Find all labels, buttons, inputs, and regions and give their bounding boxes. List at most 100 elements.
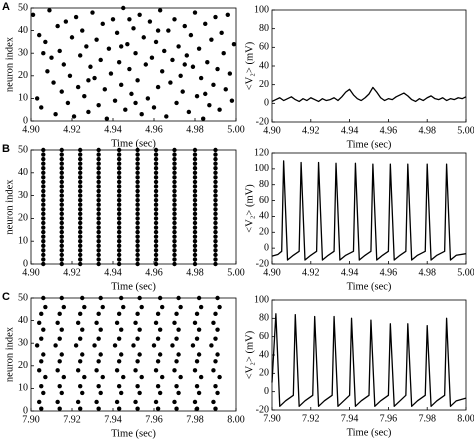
spike-dot	[174, 406, 179, 411]
spike-dot	[194, 311, 200, 317]
spike-dot	[59, 216, 64, 221]
x-tick-label: 4.96	[380, 125, 398, 136]
spike-dot	[96, 229, 101, 235]
spike-dot	[116, 60, 122, 65]
spike-dot	[78, 207, 83, 212]
spike-dot	[63, 19, 69, 24]
spike-dot	[172, 229, 177, 235]
y-tick-label: 120	[254, 147, 269, 158]
spike-dot	[75, 399, 81, 405]
spike-dot	[213, 147, 218, 153]
y-tick-label: 0	[23, 115, 28, 126]
spike-dot	[96, 152, 101, 157]
y-tick-label: 20	[18, 360, 28, 371]
spike-dot	[98, 390, 103, 396]
spike-dot	[43, 39, 48, 45]
spike-dot	[59, 175, 64, 180]
spike-dot	[59, 156, 64, 162]
spike-dot	[96, 170, 101, 175]
spike-dot	[47, 8, 52, 13]
spike-dot	[69, 35, 75, 40]
spike-dot	[37, 399, 42, 405]
x-axis-label: Time (sec)	[111, 428, 156, 439]
spike-dot	[78, 188, 83, 194]
spike-dot	[43, 374, 48, 380]
spike-dot	[176, 352, 181, 357]
spike-dot	[119, 295, 124, 301]
spike-dot	[192, 239, 198, 244]
spike-dot	[88, 64, 93, 69]
spike-dot	[192, 175, 198, 180]
spike-dot	[59, 248, 64, 253]
spike-dot	[34, 343, 40, 348]
spike-dot	[116, 197, 122, 203]
spike-dot	[116, 336, 122, 341]
spike-dot	[196, 390, 202, 396]
spike-dot	[59, 295, 64, 301]
spike-dot	[192, 147, 198, 153]
y-tick-label: 40	[259, 60, 269, 71]
spike-dot	[135, 175, 140, 180]
y-tick-label: 80	[259, 313, 269, 324]
spike-dot	[100, 21, 105, 27]
spike-dot	[178, 73, 183, 79]
spike-dot	[116, 311, 122, 317]
spike-dot	[223, 87, 228, 92]
spike-dot	[213, 188, 218, 194]
spike-dot	[57, 359, 62, 364]
spike-dot	[116, 229, 122, 235]
spike-dot	[137, 390, 142, 396]
spike-dot	[194, 359, 200, 364]
spike-dot	[41, 202, 46, 207]
spike-dot	[153, 39, 159, 45]
spike-dot	[172, 202, 177, 207]
spike-dot	[213, 234, 218, 239]
spike-dot	[59, 327, 64, 332]
spike-dot	[57, 406, 62, 411]
spike-dot	[192, 252, 198, 258]
spike-dot	[41, 161, 46, 166]
spike-dot	[125, 41, 130, 47]
spike-dot	[41, 147, 46, 153]
spike-dot	[135, 188, 140, 194]
spike-dot	[59, 197, 64, 203]
spike-dot	[135, 383, 140, 389]
spike-dot	[41, 211, 46, 217]
x-axis-label: Time (sec)	[347, 427, 392, 438]
spike-dot	[100, 304, 105, 310]
spike-dot	[153, 147, 159, 153]
spike-dot	[135, 197, 140, 203]
spike-dot	[135, 406, 140, 411]
voltage-trace	[271, 86, 467, 103]
spike-dot	[213, 156, 218, 162]
spike-dot	[86, 78, 91, 83]
spike-dot	[96, 193, 101, 198]
spike-dot	[172, 320, 177, 326]
spike-dot	[192, 152, 198, 157]
spike-dot	[39, 406, 44, 411]
spike-dot	[98, 57, 103, 63]
spike-dot	[39, 359, 44, 364]
spike-dot	[41, 390, 46, 396]
spike-dot	[194, 383, 200, 389]
spike-dot	[78, 156, 83, 162]
spike-dot	[96, 197, 101, 203]
spike-dot	[116, 220, 122, 226]
spike-dot	[182, 23, 187, 29]
y-tick-label: 10	[18, 383, 28, 394]
spike-dot	[153, 161, 159, 166]
spike-dot	[98, 352, 103, 357]
y-tick-label: -20	[256, 258, 269, 269]
spike-dot	[172, 161, 177, 166]
x-tick-label: 7.96	[145, 414, 163, 425]
y-tick-label: 100	[254, 294, 269, 305]
spike-dot	[172, 211, 177, 217]
spike-dot	[127, 66, 132, 72]
panel-letter: C	[2, 291, 10, 303]
spike-dot	[94, 37, 99, 42]
spike-dot	[213, 248, 218, 253]
x-tick-label: 5.00	[457, 125, 474, 136]
spike-dot	[213, 257, 218, 262]
spike-dot	[78, 211, 83, 217]
